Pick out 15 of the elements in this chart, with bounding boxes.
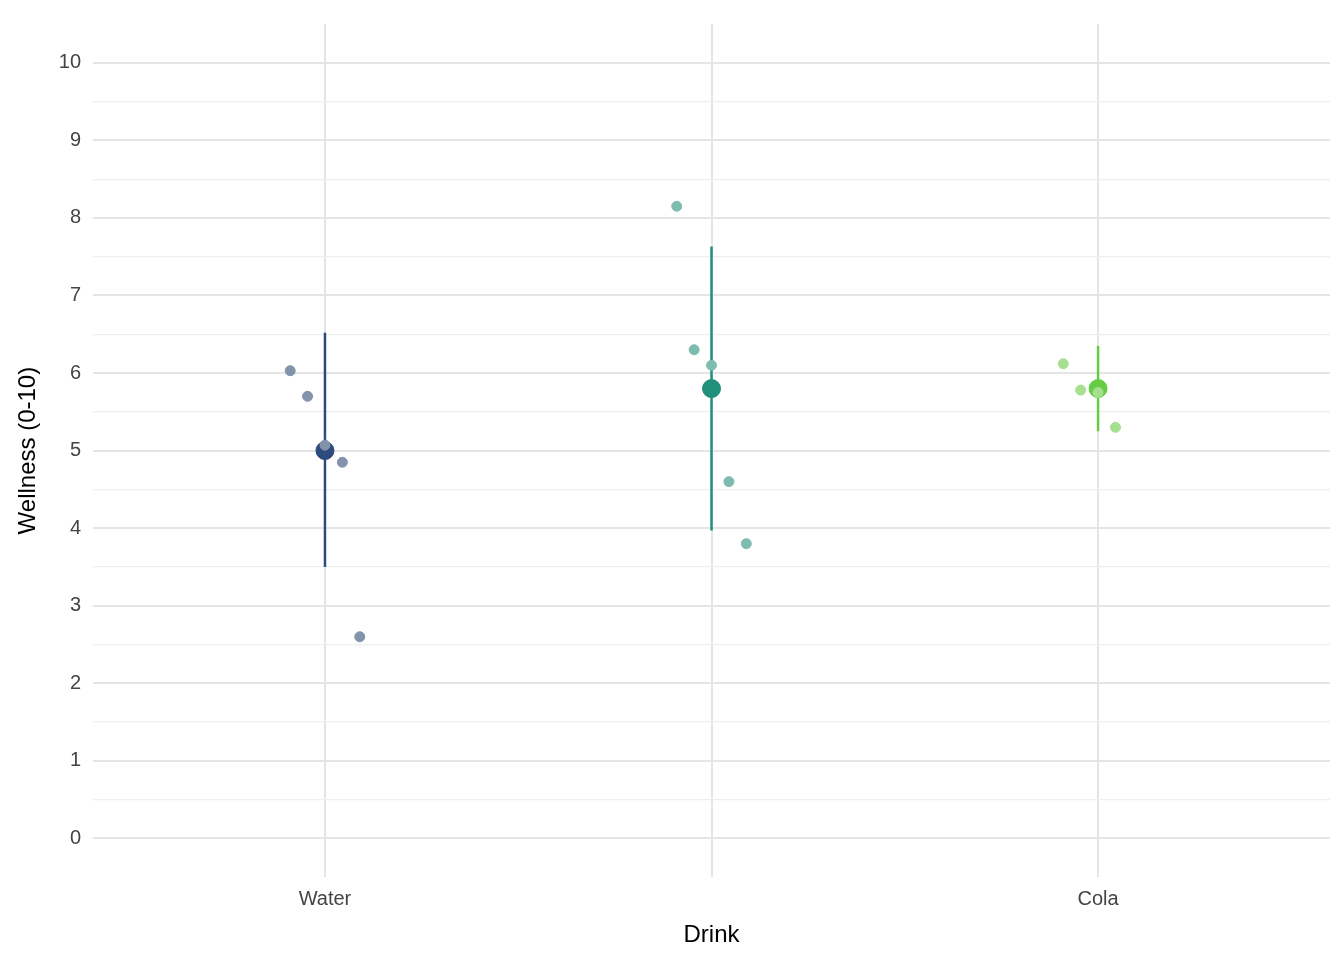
y-tick-label: 7: [69, 282, 82, 305]
x-axis-title: Drink: [683, 920, 741, 948]
y-tick-label: 0: [69, 825, 82, 848]
y-tick-label: 3: [69, 593, 82, 616]
y-tick-label: 1: [69, 748, 82, 771]
y-tick-label: 4: [69, 515, 82, 538]
y-tick-label: 8: [69, 205, 82, 228]
y-axis-title: Wellness (0-10): [13, 366, 41, 535]
x-tick-label: Water: [298, 886, 352, 909]
y-tick-label: 9: [69, 127, 82, 150]
y-tick-label: 10: [58, 50, 82, 73]
y-tick-label: 2: [69, 670, 82, 693]
y-tick-label: 5: [69, 438, 82, 461]
y-tick-label: 6: [69, 360, 82, 383]
x-tick-label: Cola: [1077, 886, 1120, 909]
